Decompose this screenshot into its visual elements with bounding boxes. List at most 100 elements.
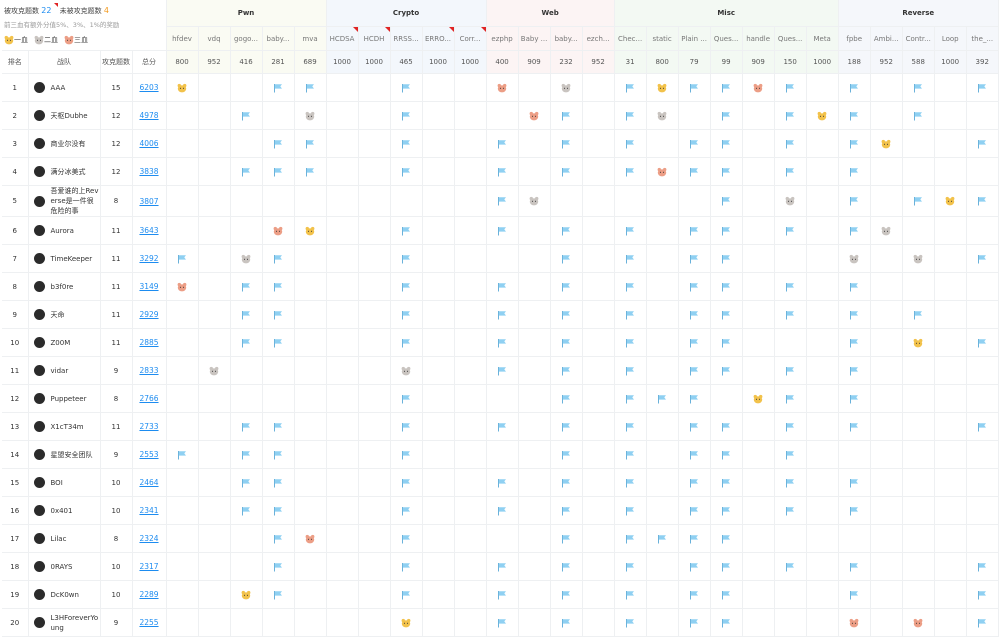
challenge-name[interactable]: handle — [742, 26, 775, 51]
challenge-name[interactable]: HCDSA — [326, 26, 359, 51]
team-name[interactable]: 0x401 — [50, 506, 73, 515]
challenge-name[interactable]: Baby ... — [518, 26, 551, 51]
score-link[interactable]: 2553 — [139, 450, 159, 459]
eye — [243, 594, 246, 596]
solve-cell — [390, 468, 423, 497]
score-link[interactable]: 2733 — [139, 422, 159, 431]
team-name[interactable]: 天枢Dubhe — [50, 111, 88, 120]
challenge-name[interactable]: hfdev — [166, 26, 199, 51]
score-link[interactable]: 6203 — [139, 83, 159, 92]
challenge-name[interactable]: baby... — [550, 26, 583, 51]
flag-pole — [722, 422, 724, 431]
solve-flag — [785, 562, 795, 571]
solve-cell — [838, 101, 871, 130]
flag-icon — [722, 534, 731, 543]
team: 商业尔没有 — [28, 129, 101, 158]
score-link[interactable]: 2289 — [139, 590, 159, 599]
team-name[interactable]: 天命 — [50, 310, 65, 319]
flag-icon — [498, 366, 507, 375]
team-name[interactable]: AAA — [50, 83, 66, 92]
challenge-name[interactable]: Ambi... — [870, 26, 903, 51]
score-link[interactable]: 4006 — [139, 139, 159, 148]
team-name[interactable]: BOI — [50, 478, 63, 487]
score-link[interactable]: 2464 — [139, 478, 159, 487]
flag-cloth — [562, 618, 571, 624]
team-name[interactable]: Puppeteer — [50, 394, 87, 403]
score-link[interactable]: 2324 — [139, 534, 159, 543]
team-name[interactable]: 商业尔没有 — [50, 139, 86, 148]
flag-pole — [850, 366, 852, 375]
team-name[interactable]: b3f0re — [50, 282, 74, 291]
challenge-name[interactable]: Loop — [934, 26, 967, 51]
challenge-name[interactable]: Ques... — [774, 26, 807, 51]
challenge-name[interactable]: gogo... — [230, 26, 263, 51]
team-name[interactable]: Aurora — [50, 226, 74, 235]
challenge-name[interactable]: Ques... — [710, 26, 743, 51]
team-name[interactable]: 0RAYS — [50, 562, 73, 571]
challenge-name[interactable]: fpbe — [838, 26, 871, 51]
challenge-name[interactable]: Chec... — [614, 26, 647, 51]
challenge-name[interactable]: baby... — [262, 26, 295, 51]
solve-flag — [401, 394, 411, 403]
team-name[interactable]: L3HForeverYoung — [50, 613, 99, 632]
eye — [532, 115, 534, 117]
flag-cloth — [691, 422, 699, 428]
score-link[interactable]: 3149 — [139, 282, 159, 291]
flag-cloth — [402, 167, 411, 173]
solve-cell — [230, 328, 263, 357]
solve-flag — [401, 111, 411, 120]
solve-cell — [230, 608, 263, 637]
score-link[interactable]: 2317 — [139, 562, 159, 571]
challenge-name[interactable]: Contr... — [902, 26, 935, 51]
score-link[interactable]: 3643 — [139, 226, 159, 235]
flag-cloth — [851, 167, 859, 173]
challenge-name[interactable]: static — [646, 26, 679, 51]
challenge-name[interactable]: vdq — [198, 26, 231, 51]
challenge-name[interactable]: Plain ... — [678, 26, 711, 51]
team-name[interactable]: Lilac — [50, 534, 67, 543]
solve-cell — [678, 272, 711, 301]
score-link[interactable]: 3838 — [139, 167, 159, 176]
flag-icon — [850, 282, 859, 291]
flag-icon — [850, 338, 859, 347]
challenge-name[interactable]: HCDH — [358, 26, 391, 51]
team-name[interactable]: Z00M — [50, 338, 71, 347]
solve-cell — [678, 300, 711, 329]
challenge-name[interactable]: Meta — [806, 26, 839, 51]
challenge-name[interactable]: Corr... — [454, 26, 487, 51]
team-name[interactable]: 吾爱谁的上Reverse是一件很危险的事 — [50, 187, 99, 215]
solve-cell — [838, 468, 871, 497]
solve-flag — [689, 422, 699, 431]
solve-cell — [806, 412, 839, 441]
score-link[interactable]: 2885 — [139, 338, 159, 347]
flag-pole — [722, 506, 724, 515]
score-link[interactable]: 3292 — [139, 254, 159, 263]
flag-icon — [274, 310, 282, 319]
team-name[interactable]: DcK0wn — [50, 590, 79, 599]
challenge-name[interactable]: ERRO... — [422, 26, 455, 51]
team-name[interactable]: TimeKeeper — [50, 254, 93, 263]
solve-flag — [625, 167, 635, 176]
flag-icon — [626, 422, 635, 431]
face — [914, 339, 923, 347]
challenge-name[interactable]: ezch... — [582, 26, 615, 51]
solve-flag — [849, 590, 859, 599]
unsolved-marker — [352, 27, 358, 32]
score-link[interactable]: 2833 — [139, 366, 159, 375]
score-link[interactable]: 2255 — [139, 618, 159, 627]
score-link[interactable]: 3807 — [139, 196, 159, 206]
team-name[interactable]: 满分冰美式 — [50, 167, 86, 176]
score-link[interactable]: 2341 — [139, 506, 159, 515]
score-link[interactable]: 2766 — [139, 394, 159, 403]
team-name[interactable]: X1cT34m — [50, 422, 84, 431]
challenge-name[interactable]: mva — [294, 26, 327, 51]
score-link[interactable]: 4978 — [139, 111, 159, 120]
challenge-name[interactable]: the_... — [966, 26, 999, 51]
score-link[interactable]: 2929 — [139, 310, 159, 319]
team-name[interactable]: 星盟安全团队 — [50, 450, 93, 459]
flag-icon — [498, 310, 507, 319]
flag-cloth — [691, 618, 699, 624]
challenge-name[interactable]: ezphp — [486, 26, 519, 51]
team-name[interactable]: vidar — [50, 366, 69, 375]
challenge-name[interactable]: RRSS... — [390, 26, 423, 51]
